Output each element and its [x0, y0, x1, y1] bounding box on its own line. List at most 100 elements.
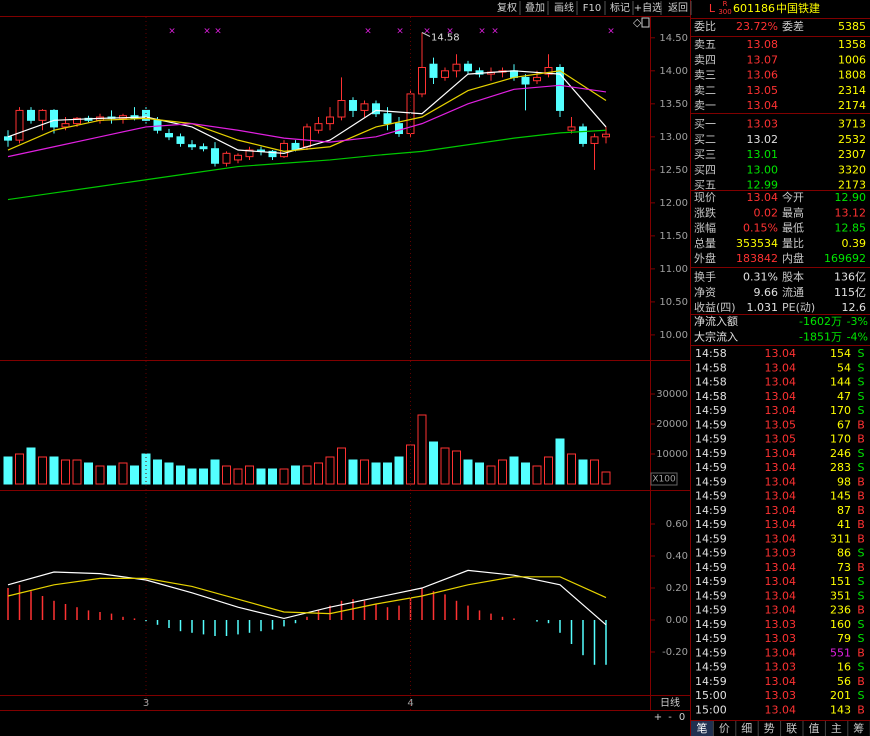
- volume-bar: [417, 414, 427, 485]
- tab[interactable]: 细: [741, 722, 752, 735]
- stock-code: 601186: [733, 2, 775, 15]
- volume-bar: [15, 453, 24, 485]
- trade-time: 14:59: [695, 604, 727, 617]
- trade-volume: 98: [837, 475, 851, 488]
- volume-bar: [95, 465, 105, 485]
- candle-body: [429, 63, 438, 78]
- trade-volume: 201: [830, 689, 851, 702]
- tab[interactable]: 势: [764, 722, 775, 735]
- book-price: 13.00: [747, 163, 779, 176]
- tab[interactable]: 笔: [697, 721, 708, 735]
- quote-label: PE(动): [782, 301, 815, 314]
- candle-body: [452, 63, 461, 72]
- trade-volume: 170: [830, 404, 851, 417]
- book-price: 13.02: [747, 133, 779, 146]
- quote-label: 现价: [694, 191, 716, 204]
- trade-volume: 160: [830, 618, 851, 631]
- trade-price: 13.04: [765, 490, 797, 503]
- trade-volume: 143: [830, 703, 851, 716]
- trade-side: B: [857, 561, 865, 574]
- frame: [0, 0, 691, 736]
- volume-bar: [371, 462, 381, 485]
- trade-volume: 54: [837, 361, 851, 374]
- candle-body: [303, 126, 311, 148]
- trade-time: 14:59: [695, 433, 727, 446]
- volume-bar: [394, 456, 404, 485]
- toolbar-button[interactable]: +自选: [634, 1, 662, 14]
- tab[interactable]: 联: [786, 722, 797, 735]
- toolbar-button[interactable]: 返回: [668, 2, 688, 14]
- volume-bar: [84, 462, 93, 485]
- quote-value: 9.66: [754, 286, 779, 299]
- toolbar-button[interactable]: 叠加: [525, 2, 545, 14]
- trade-volume: 67: [837, 418, 851, 431]
- trade-volume: 73: [837, 561, 851, 574]
- annotation-line: [421, 32, 431, 37]
- candle-body: [314, 123, 323, 131]
- tab[interactable]: 筹: [853, 721, 864, 735]
- flow-pct: -3%: [847, 315, 868, 328]
- trade-side: S: [858, 547, 865, 560]
- axis-control[interactable]: -: [668, 712, 672, 723]
- book-label: 卖四: [694, 53, 716, 66]
- volume-bar: [475, 462, 484, 485]
- icon-diamond[interactable]: ◇: [633, 16, 642, 29]
- quote-value: 13.04: [747, 191, 779, 204]
- tab[interactable]: 值: [809, 722, 820, 735]
- tab[interactable]: 价: [719, 722, 730, 735]
- book-label: 买四: [694, 163, 716, 176]
- candle-body: [556, 67, 564, 111]
- trade-price: 13.03: [765, 689, 797, 702]
- candle-body: [441, 70, 449, 78]
- volume-bar: [130, 465, 139, 485]
- volume-bar: [498, 459, 507, 485]
- quote-value: 136亿: [834, 271, 866, 284]
- quote-label: 今开: [782, 190, 804, 204]
- trade-price: 13.03: [765, 618, 797, 631]
- candle-body: [510, 70, 518, 78]
- trade-volume: 154: [830, 347, 851, 360]
- toolbar-button[interactable]: F10: [583, 3, 601, 14]
- row-label: 委差: [782, 19, 804, 33]
- axis-control[interactable]: +: [654, 712, 662, 723]
- volume-bar: [176, 465, 185, 485]
- trade-side: S: [858, 461, 865, 474]
- volume-bar: [26, 447, 36, 485]
- svg-text:×: ×: [203, 27, 211, 37]
- toolbar-button[interactable]: 画线: [554, 1, 574, 14]
- trade-time: 14:59: [695, 418, 727, 431]
- trade-price: 13.04: [765, 361, 797, 374]
- volume-bar: [210, 459, 220, 485]
- y-tick-label: 0.20: [666, 583, 688, 594]
- trade-side: S: [858, 689, 865, 702]
- candle-body: [245, 149, 254, 158]
- period-label[interactable]: 日线: [660, 696, 680, 709]
- trade-price: 13.03: [765, 661, 797, 674]
- candle-body: [27, 109, 35, 121]
- trade-side: S: [858, 661, 865, 674]
- toolbar-button[interactable]: 标记: [610, 2, 630, 14]
- icon-window[interactable]: [641, 17, 650, 28]
- y-tick-label: 10.50: [659, 297, 688, 308]
- trade-price: 13.04: [765, 532, 797, 545]
- trade-time: 14:59: [695, 575, 727, 588]
- svg-text:×: ×: [446, 27, 454, 37]
- trade-time: 14:59: [695, 504, 727, 517]
- high-annotation: 14.58: [431, 33, 460, 44]
- trade-side: B: [857, 475, 865, 488]
- quote-label: 换手: [694, 270, 716, 284]
- trade-time: 14:58: [695, 361, 727, 374]
- book-volume: 2307: [838, 148, 866, 161]
- trade-time: 14:58: [695, 347, 727, 360]
- candle-body: [4, 136, 12, 141]
- badge: R: [723, 0, 728, 8]
- tab[interactable]: 主: [831, 722, 842, 735]
- candle-body: [326, 116, 334, 125]
- trade-volume: 145: [830, 490, 851, 503]
- y-tick-label: 11.50: [659, 231, 688, 242]
- axis-control[interactable]: 0: [679, 712, 685, 723]
- y-tick-label: -0.20: [662, 647, 688, 658]
- trade-price: 13.04: [765, 376, 797, 389]
- toolbar-button[interactable]: 复权: [497, 1, 517, 14]
